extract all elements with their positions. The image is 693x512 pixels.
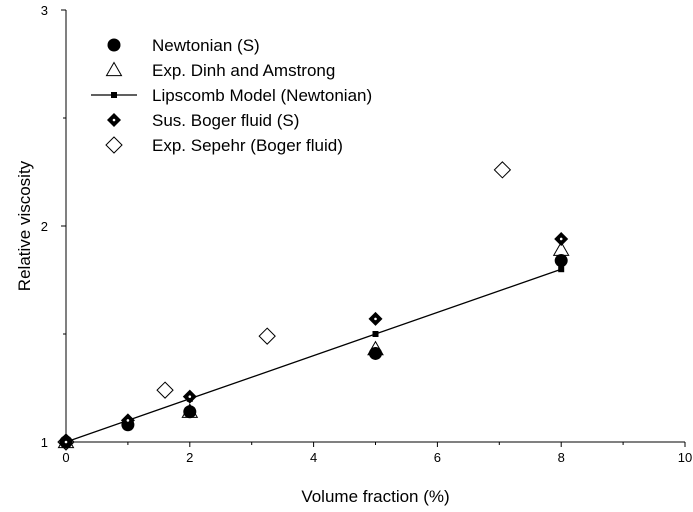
y-tick-label: 3 xyxy=(41,3,48,18)
legend-marker-open-diamond xyxy=(105,136,123,154)
point-small-square-line xyxy=(558,266,565,273)
legend-marker-dotted-diamond-dot xyxy=(112,118,116,122)
point-open-diamond xyxy=(156,381,174,399)
y-axis-label: Relative viscosity xyxy=(15,160,34,291)
point-small-square-line xyxy=(372,331,379,337)
legend-marker-open-triangle xyxy=(105,61,123,77)
data-marks xyxy=(57,161,570,451)
point-dotted-diamond xyxy=(554,231,569,246)
point-filled-circle xyxy=(369,346,382,360)
point-dotted-diamond-dot xyxy=(374,317,377,321)
point-filled-circle xyxy=(554,254,568,268)
legend-marker-dotted-diamond xyxy=(107,113,121,127)
point-open-diamond xyxy=(493,161,512,179)
point-dotted-diamond-dot xyxy=(126,419,130,422)
y-tick-label: 2 xyxy=(41,219,48,234)
legend-label: Exp. Dinh and Amstrong xyxy=(152,61,335,80)
point-filled-circle xyxy=(183,405,197,419)
legend-label: Exp. Sepehr (Boger fluid) xyxy=(152,136,343,155)
legend-marker-filled-circle xyxy=(107,38,121,52)
point-dotted-diamond xyxy=(59,435,73,449)
x-tick-label: 8 xyxy=(558,450,565,465)
point-open-diamond xyxy=(258,327,276,345)
x-tick-label: 10 xyxy=(678,450,692,465)
point-dotted-diamond-dot xyxy=(559,237,563,241)
legend-label: Lipscomb Model (Newtonian) xyxy=(152,86,372,105)
x-tick-label: 4 xyxy=(310,450,317,465)
legend-label: Sus. Boger fluid (S) xyxy=(152,111,299,130)
y-tick-label: 1 xyxy=(41,435,48,450)
x-tick-label: 6 xyxy=(434,450,441,465)
point-dotted-diamond-dot xyxy=(64,440,68,444)
legend: Newtonian (S) Exp. Dinh and Amstrong Lipsc… xyxy=(91,36,372,155)
x-axis-label: Volume fraction (%) xyxy=(301,487,449,506)
point-dotted-diamond xyxy=(182,389,197,404)
point-dotted-diamond xyxy=(368,311,383,326)
point-dotted-diamond-dot xyxy=(188,395,192,398)
x-tick-label: 0 xyxy=(62,450,69,465)
point-dotted-diamond xyxy=(120,413,135,428)
series-line-lipscomb xyxy=(65,268,562,443)
legend-marker-small-square-line xyxy=(111,92,117,98)
legend-label: Newtonian (S) xyxy=(152,36,260,55)
x-tick-label: 2 xyxy=(186,450,193,465)
